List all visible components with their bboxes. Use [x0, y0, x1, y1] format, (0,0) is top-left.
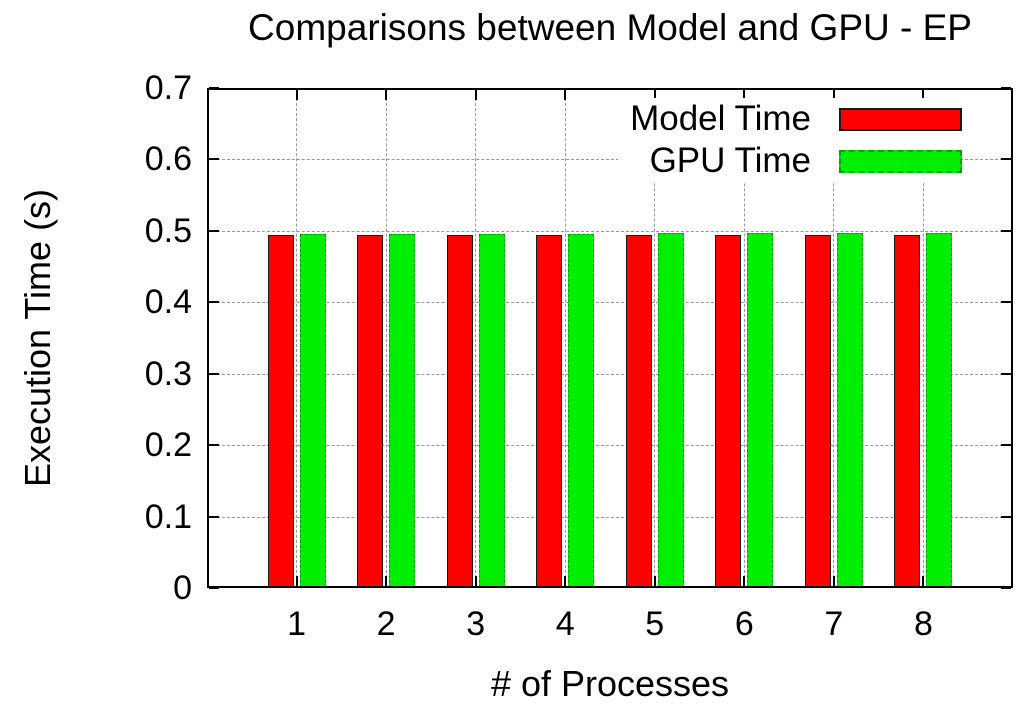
- y-tick-label: 0: [173, 569, 192, 607]
- bar-gpu-time-7: [836, 233, 863, 588]
- legend-swatch-model-time: [839, 107, 962, 131]
- y-tick-label: 0.4: [144, 283, 192, 322]
- y-tick-label: 0.3: [144, 354, 192, 393]
- x-tick-label: 7: [824, 605, 844, 643]
- bar-model-time-2: [357, 235, 384, 588]
- x-tick-label: 6: [734, 605, 754, 643]
- x-axis-title: # of Processes: [490, 663, 730, 704]
- y-tick-label: 0.5: [144, 211, 192, 250]
- bar-gpu-time-3: [478, 233, 505, 588]
- y-tick-label: 0.2: [144, 426, 192, 465]
- bar-gpu-time-5: [657, 233, 684, 588]
- y-gridline-0.2: [207, 445, 1013, 447]
- bar-model-time-6: [715, 235, 742, 588]
- legend-label-model-time: Model Time: [630, 99, 811, 138]
- x-tick-label: 2: [376, 605, 396, 643]
- x-tick-label: 8: [913, 605, 933, 643]
- legend-item-gpu-time: GPU Time: [630, 140, 962, 182]
- bar-gpu-time-8: [926, 233, 953, 588]
- x-gridline-3: [475, 88, 477, 588]
- x-tick-label: 5: [645, 605, 665, 643]
- legend: Model Time GPU Time: [618, 98, 962, 182]
- x-tick-label: 1: [287, 605, 306, 643]
- bar-model-time-3: [446, 235, 473, 588]
- y-gridline-0.3: [207, 373, 1013, 375]
- bar-gpu-time-4: [568, 233, 595, 588]
- y-gridline-0.6: [207, 159, 1013, 161]
- x-gridline-8: [922, 88, 924, 588]
- bar-gpu-time-2: [389, 234, 416, 588]
- y-tick-label: 0.7: [144, 69, 192, 107]
- y-tick-label: 0.6: [144, 140, 192, 179]
- y-gridline-0.4: [207, 302, 1013, 304]
- legend-item-model-time: Model Time: [630, 98, 962, 140]
- bar-model-time-7: [804, 235, 831, 588]
- bar-model-time-8: [894, 235, 921, 588]
- legend-label-gpu-time: GPU Time: [649, 141, 811, 180]
- bars-layer: [207, 88, 1013, 588]
- y-gridline-0.5: [207, 230, 1013, 232]
- bar-model-time-1: [267, 235, 294, 588]
- x-gridline-6: [743, 88, 745, 588]
- bar-gpu-time-6: [747, 233, 774, 588]
- gridlines-layer: [207, 88, 1013, 588]
- y-gridline-0.1: [207, 516, 1013, 518]
- x-gridline-7: [833, 88, 835, 588]
- y-tick-label: 0.1: [144, 497, 192, 536]
- bar-model-time-5: [625, 235, 652, 588]
- x-gridline-5: [654, 88, 656, 588]
- chart-title: Comparisons between Model and GPU - EP: [248, 7, 972, 48]
- bar-model-time-4: [536, 235, 563, 588]
- x-tick-label: 4: [555, 605, 575, 643]
- x-gridline-1: [296, 88, 298, 588]
- x-gridline-4: [564, 88, 566, 588]
- bar-gpu-time-1: [299, 234, 326, 588]
- x-tick-label: 3: [466, 605, 486, 643]
- x-gridline-2: [385, 88, 387, 588]
- legend-swatch-gpu-time: [839, 149, 962, 173]
